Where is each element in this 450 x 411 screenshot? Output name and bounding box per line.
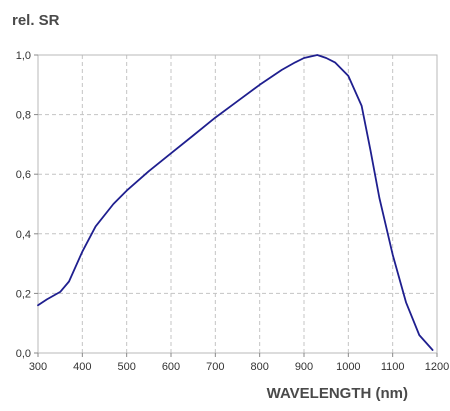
y-tick-label: 0,0 — [16, 348, 31, 360]
spectral-response-line — [37, 54, 434, 351]
x-tick-label: 500 — [117, 361, 135, 373]
y-tick-label: 0,8 — [16, 110, 31, 122]
x-tick-label: 800 — [250, 361, 268, 373]
x-axis-title: WAVELENGTH (nm) — [267, 385, 408, 402]
series-group — [37, 54, 434, 351]
y-tick-label: 0,6 — [16, 169, 31, 181]
y-axis: 0,0 0,2 0,4 0,6 0,8 1,0 — [16, 50, 38, 360]
y-axis-title: rel. SR — [12, 12, 60, 29]
x-tick-label: 600 — [162, 361, 180, 373]
y-tick-label: 0,2 — [16, 288, 31, 300]
x-axis: 300 400 500 600 700 800 900 1000 1100 1200 — [29, 353, 449, 373]
x-tick-label: 1200 — [425, 361, 449, 373]
x-tick-label: 900 — [295, 361, 313, 373]
x-tick-label: 700 — [206, 361, 224, 373]
x-tick-label: 1100 — [381, 361, 405, 373]
x-tick-label: 400 — [73, 361, 91, 373]
plot-frame — [37, 54, 438, 354]
x-tick-label: 300 — [29, 361, 47, 373]
grid — [37, 54, 438, 354]
y-tick-label: 1,0 — [16, 50, 31, 62]
y-tick-label: 0,4 — [16, 229, 31, 241]
x-tick-label: 1000 — [336, 361, 360, 373]
